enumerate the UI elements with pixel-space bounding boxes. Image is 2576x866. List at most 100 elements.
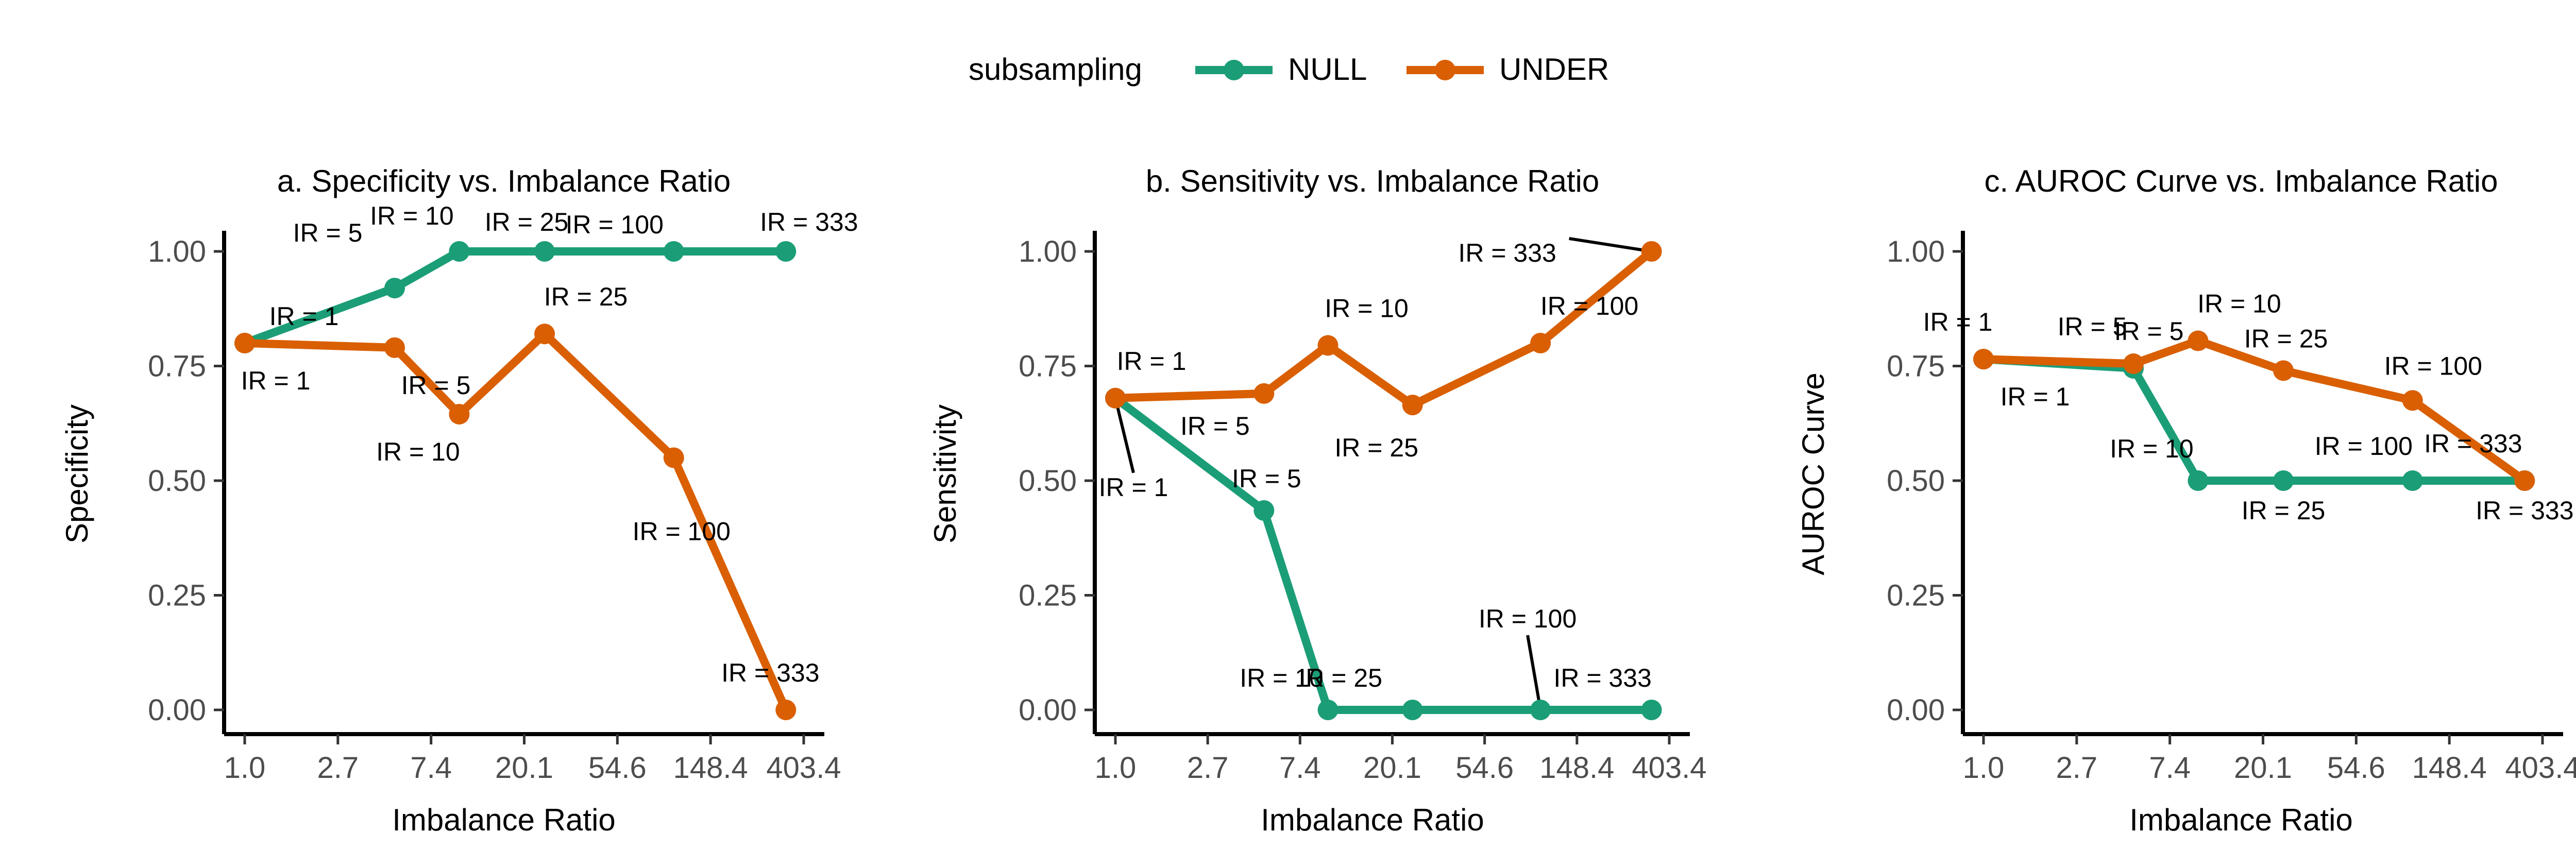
panel-c-null-point-label: IR = 25 bbox=[2242, 496, 2326, 525]
panel-a-x-tick-label: 148.4 bbox=[673, 751, 748, 785]
panel-b-y-tick-label: 0.50 bbox=[1019, 464, 1077, 498]
panel-c-y-tick-label: 0.00 bbox=[1887, 693, 1945, 727]
panel-c-under-point bbox=[2123, 353, 2144, 375]
panel-a-y-tick-label: 0.00 bbox=[148, 693, 206, 727]
panel-b-null-point bbox=[1402, 700, 1423, 720]
panel-c-xlabel: Imbalance Ratio bbox=[2129, 803, 2353, 837]
panel-a-under-point-label: IR = 5 bbox=[401, 371, 471, 400]
panel-b-point-labels: IR = 1 IR = 5 IR = 10 IR = 25 IR = 100 IR = 3… bbox=[1099, 239, 1652, 692]
panel-a-null-point bbox=[449, 241, 470, 262]
panel-a-under-point bbox=[384, 337, 405, 358]
panel-a-lines bbox=[243, 247, 790, 712]
panel-b-label-leader bbox=[1569, 237, 1652, 253]
panel-a-x-tick-label: 403.4 bbox=[766, 751, 841, 785]
panel-c-under-point-label: IR = 25 bbox=[2244, 324, 2328, 353]
panel-a-y-tick-label: 0.50 bbox=[148, 464, 206, 498]
panel-b-under-point-label: IR = 10 bbox=[1325, 294, 1409, 322]
panel-b-null-point-label: IR = 25 bbox=[1298, 664, 1382, 692]
panel-b-x-tick-label: 2.7 bbox=[1187, 751, 1229, 785]
panel-c-lines bbox=[1983, 336, 2527, 485]
panel-a-under-point bbox=[663, 447, 684, 468]
panel-c-null-point bbox=[2188, 470, 2209, 491]
panel-c: c. AUROC Curve vs. Imbalance Ratio AUROC… bbox=[1796, 164, 2576, 837]
panel-c-x-tick-label: 1.0 bbox=[1963, 751, 2005, 785]
panel-c-point-labels: IR = 1 IR = 5 IR = 10 IR = 25 IR = 100 IR = 3… bbox=[1923, 290, 2574, 525]
panel-b-x-tick-label: 20.1 bbox=[1363, 751, 1421, 785]
panel-b-x-tick-label: 403.4 bbox=[1632, 751, 1706, 785]
panel-b-under-point bbox=[1253, 383, 1275, 404]
panel-a-null-point-label: IR = 100 bbox=[566, 210, 664, 239]
panel-b-under-point bbox=[1105, 387, 1126, 409]
panel-b: b. Sensitivity vs. Imbalance Ratio Sensi… bbox=[928, 164, 1707, 837]
panel-a-ylabel: Specificity bbox=[60, 404, 94, 544]
panel-c-title: c. AUROC Curve vs. Imbalance Ratio bbox=[1984, 164, 2498, 198]
panel-b-label-leader bbox=[1114, 398, 1135, 473]
panel-b-null-point bbox=[1317, 700, 1338, 720]
panel-b-y-tick-label: 0.25 bbox=[1019, 579, 1077, 613]
panel-a-axes: 0.00 0.25 0.50 0.75 1.00 1.0 2.7 7.4 20.1 54.6 148… bbox=[148, 231, 841, 785]
panel-c-under-point-label: IR = 1 bbox=[1923, 308, 1993, 336]
panel-a-null-point-label: IR = 5 bbox=[293, 218, 363, 247]
legend-item-null: NULL bbox=[1195, 52, 1367, 87]
panel-c-null-point-label: IR = 1 bbox=[2001, 382, 2070, 411]
panel-c-under-point-label: IR = 333 bbox=[2424, 429, 2522, 458]
panel-b-under-point bbox=[1402, 395, 1423, 416]
panel-b-null-point bbox=[1641, 700, 1662, 720]
panel-b-under-point-label: IR = 333 bbox=[1458, 239, 1556, 267]
panel-b-points bbox=[1105, 241, 1662, 720]
legend: subsampling NULL UNDER bbox=[969, 52, 1609, 87]
panel-c-x-tick-label: 54.6 bbox=[2327, 751, 2385, 785]
panel-c-points bbox=[1973, 330, 2535, 491]
panel-c-null-point-label: IR = 333 bbox=[2476, 496, 2573, 525]
panel-a-under-point-label: IR = 25 bbox=[544, 282, 628, 311]
panel-c-null-point bbox=[2402, 470, 2423, 491]
panel-b-x-tick-label: 148.4 bbox=[1539, 751, 1614, 785]
panel-b-under-point bbox=[1317, 335, 1338, 356]
panel-b-under-point-label: IR = 100 bbox=[1540, 292, 1638, 320]
legend-key-under-point bbox=[1435, 60, 1455, 80]
panel-c-x-tick-label: 403.4 bbox=[2505, 751, 2576, 785]
panel-c-series-under-line bbox=[1983, 336, 2527, 484]
panel-c-under-point bbox=[2514, 470, 2535, 491]
panel-c-under-point bbox=[2188, 330, 2209, 351]
panel-c-x-tick-label: 148.4 bbox=[2412, 751, 2487, 785]
panel-c-y-tick-label: 0.50 bbox=[1887, 464, 1945, 498]
panel-c-under-point bbox=[2402, 390, 2423, 411]
panel-b-null-point-label: IR = 1 bbox=[1099, 473, 1168, 502]
panel-b-series-null-line bbox=[1113, 395, 1652, 714]
panel-a-y-tick-label: 0.25 bbox=[148, 579, 206, 613]
legend-title: subsampling bbox=[969, 52, 1142, 87]
panel-a-under-point-label: IR = 1 bbox=[241, 366, 311, 395]
panel-c-under-point-label: IR = 5 bbox=[2058, 312, 2127, 341]
legend-label-null: NULL bbox=[1288, 52, 1367, 87]
panel-c-under-point bbox=[1973, 349, 1994, 370]
panel-c-null-point-label: IR = 100 bbox=[2315, 432, 2413, 461]
panel-a-series-under-line bbox=[244, 330, 790, 712]
panel-a-under-point bbox=[534, 324, 555, 345]
panel-a-null-point bbox=[663, 241, 684, 262]
panel-a-under-point-label: IR = 333 bbox=[721, 658, 819, 687]
panel-a-y-tick-label: 1.00 bbox=[148, 235, 206, 268]
panel-b-under-point-label: IR = 1 bbox=[1117, 347, 1187, 376]
panel-a-x-tick-label: 2.7 bbox=[317, 751, 359, 785]
panel-c-x-tick-label: 20.1 bbox=[2234, 751, 2292, 785]
panel-a-null-point-label: IR = 10 bbox=[370, 201, 454, 230]
panel-c-null-point bbox=[2273, 470, 2294, 491]
panel-a-null-point bbox=[384, 278, 405, 299]
panel-c-ylabel: AUROC Curve bbox=[1796, 372, 1831, 575]
panel-a-x-tick-label: 1.0 bbox=[224, 751, 266, 785]
panel-a-y-tick-label: 0.75 bbox=[148, 350, 206, 383]
panel-a-null-point bbox=[534, 241, 555, 262]
panel-b-null-point bbox=[1253, 500, 1275, 521]
panel-a-null-point-label: IR = 1 bbox=[269, 302, 339, 331]
panel-a-null-point bbox=[775, 241, 796, 262]
panel-c-under-point-label: IR = 100 bbox=[2384, 351, 2482, 380]
panel-a-under-point bbox=[234, 333, 255, 353]
panel-b-under-point-label: IR = 5 bbox=[1180, 412, 1250, 440]
panel-c-y-tick-label: 0.75 bbox=[1887, 350, 1945, 383]
panel-c-x-tick-label: 7.4 bbox=[2149, 751, 2191, 785]
panel-b-null-point-label: IR = 5 bbox=[1232, 464, 1301, 493]
panel-c-y-tick-label: 1.00 bbox=[1887, 235, 1945, 268]
